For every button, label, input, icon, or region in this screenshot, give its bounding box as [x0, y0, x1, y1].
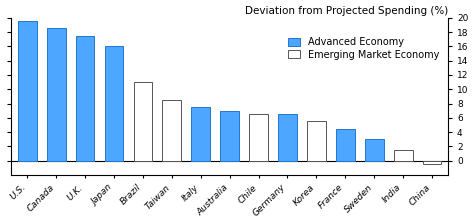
Bar: [307, 121, 326, 161]
Bar: [105, 46, 123, 161]
Text: Deviation from Projected Spending (%): Deviation from Projected Spending (%): [245, 6, 448, 15]
Bar: [191, 107, 210, 161]
Bar: [134, 82, 152, 161]
Bar: [365, 139, 383, 161]
Bar: [278, 114, 297, 161]
Bar: [336, 129, 355, 161]
Bar: [18, 21, 36, 161]
Legend: Advanced Economy, Emerging Market Economy: Advanced Economy, Emerging Market Econom…: [286, 35, 441, 61]
Bar: [163, 100, 181, 161]
Bar: [423, 161, 441, 164]
Bar: [220, 111, 239, 161]
Bar: [394, 150, 412, 161]
Bar: [47, 28, 65, 161]
Bar: [249, 114, 268, 161]
Bar: [76, 36, 94, 161]
